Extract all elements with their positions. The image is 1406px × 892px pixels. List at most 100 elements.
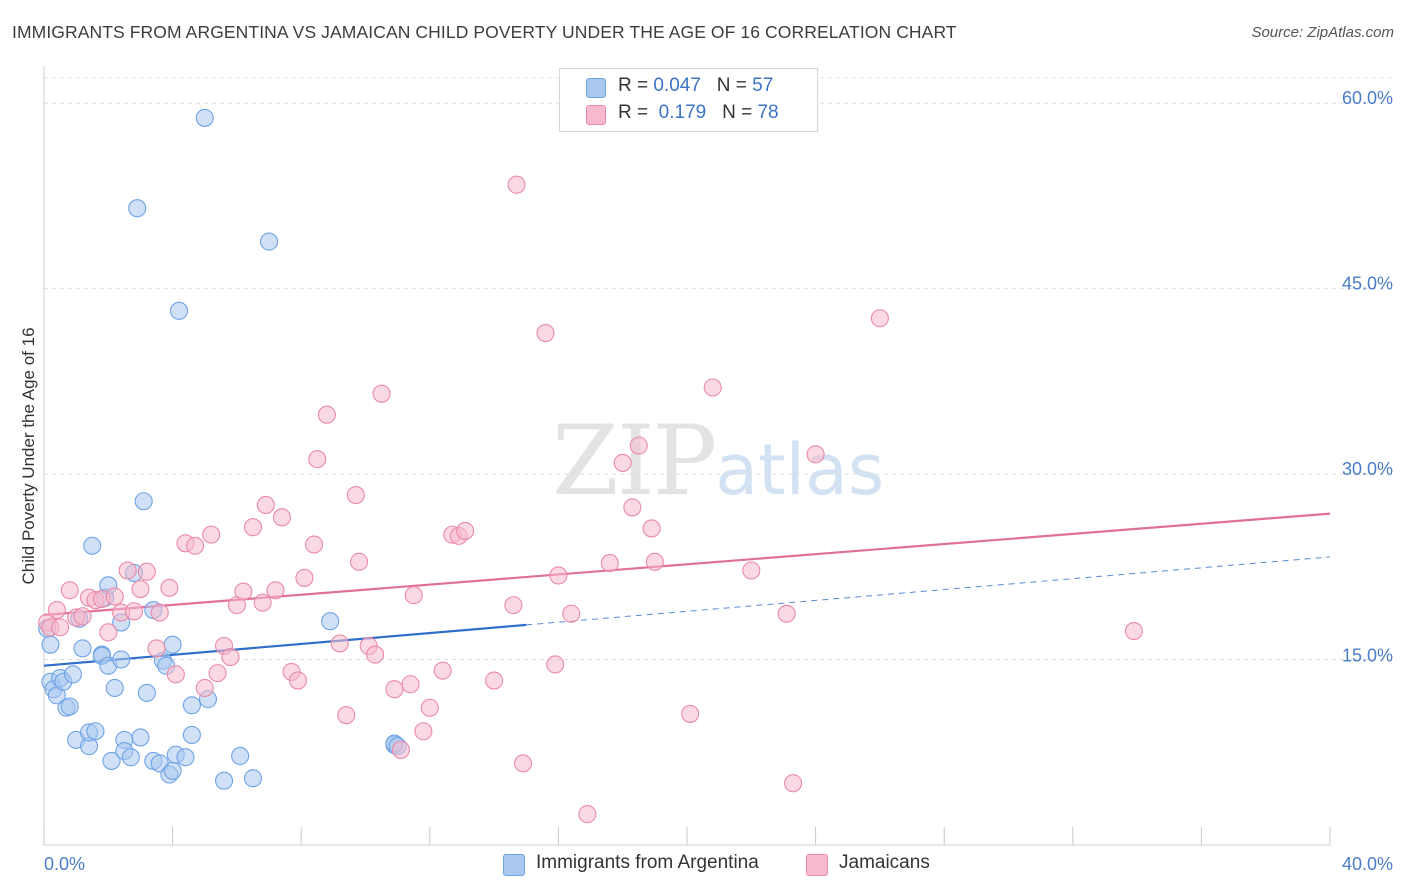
grid-lines (44, 77, 1392, 661)
point-argentina (163, 635, 182, 654)
point-jamaicans (456, 521, 475, 540)
point-jamaicans (401, 675, 420, 694)
point-jamaicans (600, 554, 619, 573)
point-jamaicans (372, 384, 391, 403)
point-argentina (60, 697, 79, 716)
point-jamaicans (105, 587, 124, 606)
point-jamaicans (485, 671, 504, 690)
point-jamaicans (202, 525, 221, 544)
point-jamaicans (131, 579, 150, 599)
point-jamaicans (118, 561, 137, 580)
point-argentina (176, 748, 195, 767)
point-argentina (259, 232, 279, 251)
n-label: N = (716, 75, 747, 96)
point-jamaicans (305, 535, 324, 554)
watermark: ZIPatlas (552, 405, 884, 517)
y-tick-label: 60.0% (1342, 88, 1393, 108)
watermark-atlas: atlas (715, 429, 885, 511)
point-jamaicans (350, 552, 369, 571)
chart-title: IMMIGRANTS FROM ARGENTINA VS JAMAICAN CH… (12, 22, 957, 42)
point-jamaicans (806, 445, 825, 464)
point-jamaicans (642, 519, 661, 538)
chart-source: Source: ZipAtlas.com (1251, 24, 1394, 41)
axis-labels: 15.0% 30.0% 45.0% 60.0% 0.0% 40.0% Child Pover… (19, 88, 1393, 874)
point-argentina (231, 746, 250, 766)
point-jamaicans (536, 324, 555, 343)
y-tick-label: 15.0% (1342, 646, 1393, 666)
point-jamaicans (391, 740, 410, 759)
point-jamaicans (623, 498, 642, 517)
point-jamaicans (346, 486, 365, 505)
point-argentina (131, 728, 150, 747)
point-jamaicans (578, 805, 597, 824)
point-jamaicans (253, 593, 272, 612)
point-argentina (182, 696, 201, 715)
r-label: R = (618, 75, 649, 96)
point-argentina (41, 635, 60, 654)
point-jamaicans (147, 639, 166, 658)
point-jamaicans (613, 453, 632, 472)
point-argentina (86, 722, 105, 741)
point-jamaicans (234, 582, 253, 601)
point-jamaicans (266, 581, 285, 600)
point-jamaicans (546, 655, 565, 674)
point-argentina (128, 199, 147, 218)
legend-swatch-jamaicans-bottom (806, 854, 828, 876)
point-argentina (112, 650, 131, 669)
point-jamaicans (221, 648, 240, 667)
legend-label-argentina: Immigrants from Argentina (536, 852, 759, 873)
point-argentina (214, 771, 234, 790)
point-jamaicans (777, 604, 796, 623)
y-tick-label: 45.0% (1342, 274, 1393, 294)
point-jamaicans (703, 378, 722, 397)
point-jamaicans (330, 634, 349, 653)
point-jamaicans (784, 774, 803, 793)
point-jamaicans (308, 450, 327, 469)
legend-stats-argentina: R = 0.047 N = 57 (618, 75, 773, 97)
n-value: 78 (757, 102, 779, 123)
point-argentina (163, 761, 182, 780)
data-points (38, 108, 1143, 824)
point-argentina (102, 751, 121, 770)
point-argentina (243, 769, 263, 788)
point-jamaicans (186, 536, 205, 555)
point-jamaicans (742, 561, 761, 580)
trend-line-argentina-extension (526, 556, 1331, 626)
point-jamaicans (60, 581, 79, 600)
point-jamaicans (337, 706, 356, 725)
legend-label-jamaicans: Jamaicans (839, 852, 930, 873)
point-jamaicans (160, 578, 179, 597)
point-jamaicans (73, 607, 92, 626)
point-jamaicans (51, 618, 70, 637)
legend-stats-jamaicans: R = 0.179 N = 78 (618, 102, 779, 124)
point-argentina (182, 725, 201, 745)
x-tick-label: 0.0% (44, 854, 85, 874)
point-jamaicans (562, 604, 581, 623)
point-argentina (134, 492, 153, 511)
point-jamaicans (317, 405, 336, 424)
point-jamaicans (124, 602, 144, 621)
point-jamaicans (433, 661, 452, 680)
r-value: 0.179 (658, 102, 707, 123)
point-jamaicans (513, 754, 533, 773)
point-argentina (195, 108, 214, 127)
point-jamaicans (208, 664, 227, 683)
legend-swatch-argentina-bottom (503, 854, 525, 876)
point-jamaicans (507, 175, 526, 194)
point-jamaicans (404, 586, 423, 605)
point-jamaicans (288, 671, 308, 690)
point-jamaicans (1124, 622, 1143, 641)
point-jamaicans (243, 518, 263, 537)
point-argentina (63, 665, 82, 684)
x-tick-label: 40.0% (1342, 854, 1393, 874)
point-argentina (321, 612, 340, 631)
point-jamaicans (166, 665, 185, 684)
point-jamaicans (870, 309, 889, 328)
r-value: 0.047 (653, 75, 701, 96)
point-jamaicans (137, 562, 156, 581)
point-argentina (105, 678, 124, 698)
point-jamaicans (385, 680, 404, 699)
y-axis-label: Child Poverty Under the Age of 16 (19, 327, 38, 584)
n-value: 57 (752, 75, 774, 96)
